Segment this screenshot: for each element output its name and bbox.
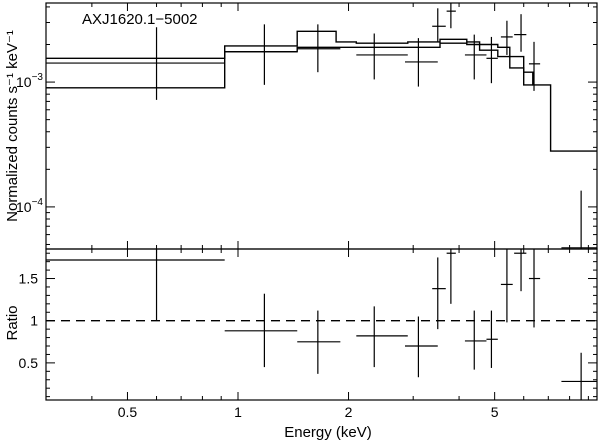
ratio-data-point	[500, 249, 513, 323]
spectrum-y-axis-label: Normalized counts s⁻¹ keV⁻¹	[4, 30, 21, 222]
y-tick-label: 10−4	[16, 197, 43, 215]
x-tick-label: 1	[234, 404, 242, 420]
spectrum-panel: AXJ1620.1−5002 10−3 10−4	[16, 2, 598, 250]
spectrum-data-point	[46, 27, 225, 100]
ratio-data-point	[356, 306, 408, 368]
x-tick-label: 2	[345, 404, 353, 420]
model-step-line-lower	[46, 42, 533, 89]
ratio-data-point	[464, 310, 487, 370]
ratio-data-point	[561, 352, 597, 400]
y-tick-label: 10−3	[16, 72, 43, 90]
spectrum-data-point	[561, 190, 597, 249]
spectrum-data-point	[486, 36, 498, 84]
spectrum-data-point	[356, 33, 408, 80]
source-name-annotation: AXJ1620.1−5002	[82, 11, 198, 28]
ratio-frame	[45, 248, 598, 401]
spectrum-frame	[45, 2, 598, 250]
spectrum-data-point	[405, 38, 438, 87]
spectrum-data-point	[528, 41, 541, 91]
ratio-data-point	[432, 257, 446, 330]
ratio-data-point	[486, 310, 498, 368]
ratio-data-point	[528, 249, 541, 328]
spectrum-data-point	[297, 24, 341, 73]
spectrum-data-point	[446, 3, 456, 29]
y-tick-label: 1.5	[19, 271, 39, 287]
spectrum-data-point	[514, 14, 527, 52]
y-tick-label: 1	[30, 313, 38, 329]
ratio-y-axis-label: Ratio	[4, 305, 21, 340]
spectrum-data-point	[464, 34, 487, 80]
ratio-data-point	[514, 249, 527, 292]
ratio-panel: 0.5 1 2 5 0.5 1 1.5	[19, 248, 598, 420]
y-tick-label: 0.5	[19, 355, 39, 371]
ratio-data-point	[405, 316, 438, 378]
ratio-data-point	[446, 249, 456, 304]
x-tick-label: 0.5	[118, 404, 138, 420]
x-tick-label: 5	[491, 404, 499, 420]
model-step-line-upper	[46, 30, 597, 152]
spectrum-data-point	[500, 20, 513, 55]
ratio-data-point	[46, 249, 225, 321]
x-axis-label: Energy (keV)	[284, 424, 372, 441]
spectrum-data-point	[224, 24, 298, 85]
ratio-data-point	[224, 293, 298, 368]
spectrum-data-point	[432, 8, 446, 42]
